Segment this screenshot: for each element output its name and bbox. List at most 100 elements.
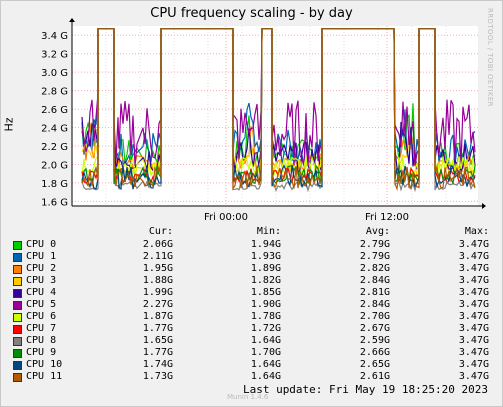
legend-value-cur: 1.77G [142,323,173,334]
legend-row: CPU 8 1.65G 1.64G 2.59G 3.47G [0,335,503,347]
legend-value-min: 1.72G [250,323,281,334]
last-update: Last update: Fri May 19 18:25:20 2023 [242,383,488,396]
legend-series-name: CPU 11 [26,371,63,382]
legend-value-min: 1.89G [250,263,281,274]
legend-series-name: CPU 5 [26,299,57,310]
legend-swatch [13,277,22,286]
legend-row: CPU 3 1.88G 1.82G 2.84G 3.47G [0,275,503,287]
legend-value-max: 3.47G [458,299,489,310]
legend-value-avg: 2.61G [359,371,390,382]
legend-header-avg: Avg: [365,226,390,237]
legend-value-min: 1.78G [250,311,281,322]
legend-row: CPU 7 1.77G 1.72G 2.67G 3.47G [0,323,503,335]
legend-value-avg: 2.66G [359,347,390,358]
legend-value-min: 1.82G [250,275,281,286]
chart-title: CPU frequency scaling - by day [150,6,353,21]
legend-value-max: 3.47G [458,251,489,262]
legend-value-cur: 1.88G [142,275,173,286]
legend-value-cur: 2.11G [142,251,173,262]
series-line-cpu-4 [81,28,476,175]
legend-value-avg: 2.79G [359,251,390,262]
legend-value-avg: 2.67G [359,323,390,334]
legend-value-min: 1.93G [250,251,281,262]
legend-value-avg: 2.59G [359,335,390,346]
legend-header-max: Max: [464,226,489,237]
series-line-cpu-6 [81,28,476,180]
legend-value-min: 1.70G [250,347,281,358]
y-tick-label: 2.8 G [41,87,68,98]
x-tick-label: Fri 12:00 [365,212,409,223]
legend-series-name: CPU 4 [26,287,57,298]
y-tick-label: 2.2 G [41,142,68,153]
x-tick-label: Fri 00:00 [204,212,248,223]
legend-row: CPU 10 1.74G 1.64G 2.65G 3.47G [0,359,503,371]
legend-row: CPU 4 1.99G 1.85G 2.81G 3.47G [0,287,503,299]
legend-swatch [13,349,22,358]
legend-row: CPU 1 2.11G 1.93G 2.79G 3.47G [0,251,503,263]
legend-value-cur: 2.06G [142,239,173,250]
legend-value-cur: 1.87G [142,311,173,322]
legend-value-max: 3.47G [458,347,489,358]
legend-row: CPU 0 2.06G 1.94G 2.79G 3.47G [0,239,503,251]
legend-swatch [13,301,22,310]
legend-swatch [13,325,22,334]
legend-series-name: CPU 1 [26,251,57,262]
legend-swatch [13,265,22,274]
y-tick-label: 2.0 G [41,160,68,171]
y-tick-label: 2.6 G [41,105,68,116]
legend-series-name: CPU 8 [26,335,57,346]
legend-value-max: 3.47G [458,287,489,298]
y-tick-label: 3.2 G [41,50,68,61]
legend-value-max: 3.47G [458,275,489,286]
legend-series-name: CPU 3 [26,275,57,286]
series-line-cpu-9 [81,28,476,187]
legend-row: CPU 2 1.95G 1.89G 2.82G 3.47G [0,263,503,275]
legend-value-avg: 2.81G [359,287,390,298]
legend-header: Cur: Min: Avg: Max: [0,226,503,238]
y-tick-label: 1.8 G [41,179,68,190]
legend-swatch [13,241,22,250]
cpu-frequency-chart: 1.6 G 1.8 G 2.0 G 2.2 G 2.4 G 2.6 G 2.8 G 3.0 G… [41,18,486,223]
legend-series-name: CPU 2 [26,263,57,274]
legend-swatch [13,289,22,298]
legend-swatch [13,337,22,346]
legend-value-min: 1.64G [250,359,281,370]
legend-value-min: 1.90G [250,299,281,310]
y-tick-label: 2.4 G [41,124,68,135]
legend-value-avg: 2.84G [359,299,390,310]
legend-row: CPU 6 1.87G 1.78G 2.70G 3.47G [0,311,503,323]
y-axis-arrow [69,18,75,22]
legend-value-max: 3.47G [458,323,489,334]
legend-swatch [13,253,22,262]
legend-swatch [13,361,22,370]
y-tick-label: 3.0 G [41,68,68,79]
legend-value-cur: 2.27G [142,299,173,310]
legend-value-max: 3.47G [458,335,489,346]
legend-row: CPU 9 1.77G 1.70G 2.66G 3.47G [0,347,503,359]
legend-value-min: 1.85G [250,287,281,298]
rrdtool-credit: RRDTOOL / TOBI OETIKER [486,8,494,107]
legend-swatch [13,373,22,382]
x-axis-arrow [482,203,486,209]
legend-series-name: CPU 6 [26,311,57,322]
legend-value-avg: 2.84G [359,275,390,286]
legend-header-min: Min: [256,226,281,237]
legend-row: CPU 5 2.27G 1.90G 2.84G 3.47G [0,299,503,311]
legend-series-name: CPU 9 [26,347,57,358]
y-tick-label: 3.4 G [41,31,68,42]
munin-version: Munin 1.4.6 [227,393,269,401]
legend-series-name: CPU 7 [26,323,57,334]
legend-value-cur: 1.99G [142,287,173,298]
series-line-cpu-11 [81,28,476,192]
legend-value-max: 3.47G [458,239,489,250]
legend-value-cur: 1.73G [142,371,173,382]
legend-value-avg: 2.65G [359,359,390,370]
legend-value-avg: 2.82G [359,263,390,274]
legend-series-name: CPU 0 [26,239,57,250]
legend-value-max: 3.47G [458,359,489,370]
legend-value-avg: 2.79G [359,239,390,250]
legend-value-min: 1.64G [250,335,281,346]
y-tick-label: 1.6 G [41,197,68,208]
legend-value-max: 3.47G [458,371,489,382]
legend-swatch [13,313,22,322]
